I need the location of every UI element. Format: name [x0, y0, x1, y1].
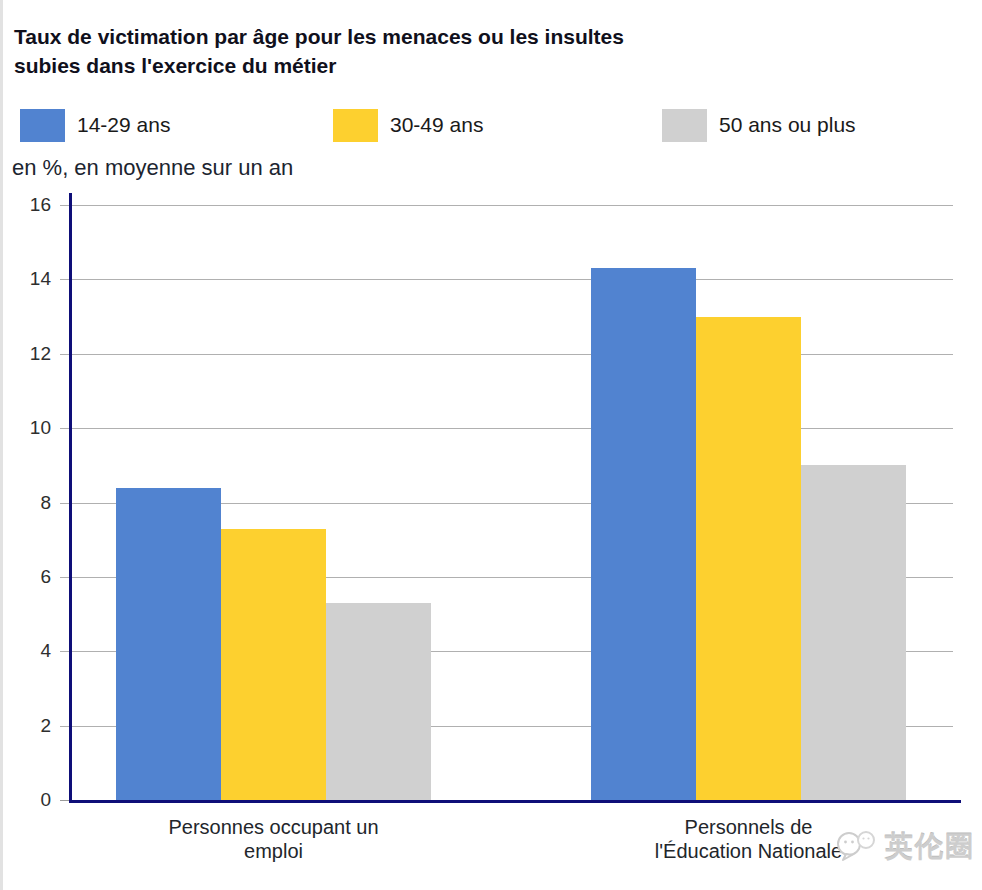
y-tick-label: 2 — [3, 714, 51, 738]
y-tick-label: 16 — [3, 193, 51, 217]
x-category-label: Personnels de l'Éducation Nationale — [636, 815, 861, 863]
y-tick-label: 0 — [3, 788, 51, 812]
y-tick-label: 6 — [3, 565, 51, 589]
bar[interactable] — [116, 488, 221, 800]
y-tick-label: 10 — [3, 416, 51, 440]
chart-page: Taux de victimation par âge pour les men… — [0, 0, 982, 890]
gridline — [60, 354, 953, 355]
gridline — [60, 279, 953, 280]
bar[interactable] — [801, 465, 906, 800]
bar[interactable] — [326, 603, 431, 800]
y-tick-label: 14 — [3, 267, 51, 291]
y-axis-line — [69, 193, 72, 803]
gridline — [60, 205, 953, 206]
x-axis-line — [69, 800, 961, 803]
bar[interactable] — [591, 268, 696, 800]
gridline — [60, 428, 953, 429]
y-tick-label: 4 — [3, 639, 51, 663]
x-category-label: Personnes occupant un emploi — [161, 815, 386, 863]
bar-chart: 0 2 4 6 8 10 12 14 16 Personnes occupant un emplo… — [3, 0, 982, 890]
y-tick-label: 12 — [3, 342, 51, 366]
bar[interactable] — [221, 529, 326, 800]
bar[interactable] — [696, 317, 801, 800]
y-tick-label: 8 — [3, 491, 51, 515]
